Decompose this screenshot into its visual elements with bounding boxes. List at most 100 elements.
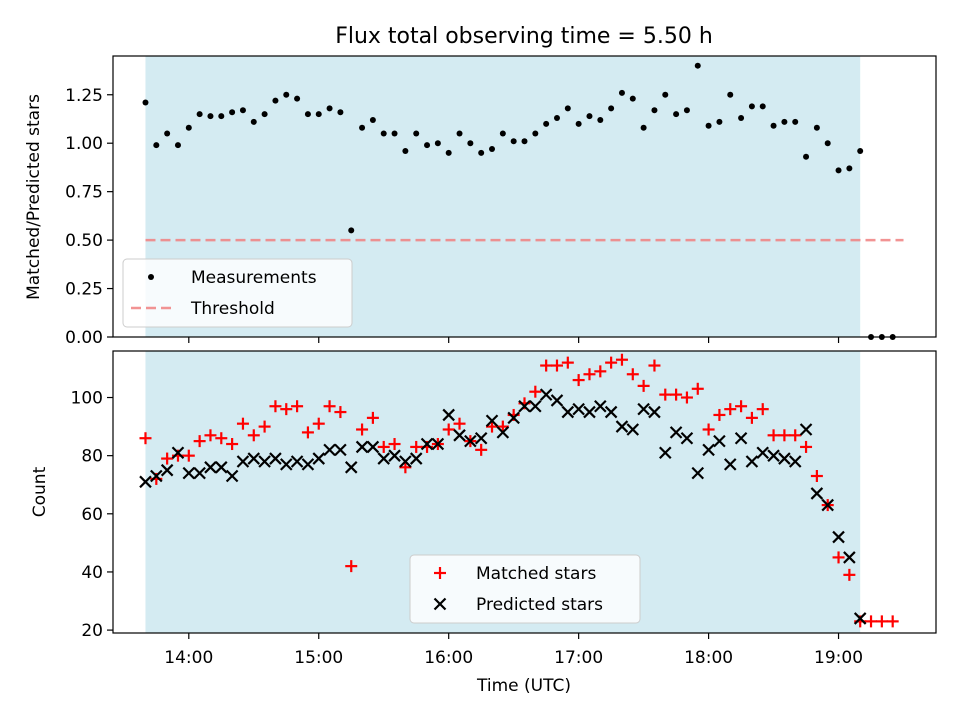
predicted-point xyxy=(312,452,326,465)
matched-point xyxy=(377,440,390,453)
matched-point xyxy=(767,429,780,442)
cross-stroke-b xyxy=(594,399,607,413)
predicted-point xyxy=(204,461,217,474)
matched-point xyxy=(605,356,618,369)
cross-stroke-b xyxy=(507,411,520,425)
measurement-point xyxy=(521,138,528,145)
legend-measurements-marker xyxy=(148,274,154,280)
predicted-point xyxy=(193,466,206,480)
measurement-point xyxy=(153,142,160,149)
matched-point xyxy=(475,443,488,456)
matched-point xyxy=(691,382,704,395)
cross-stroke-b xyxy=(745,455,759,468)
predicted-point xyxy=(442,408,455,422)
matched-point xyxy=(810,470,823,483)
predicted-point xyxy=(366,440,380,454)
measurement-point xyxy=(792,118,799,125)
predicted-point xyxy=(258,455,271,468)
cross-stroke-b xyxy=(290,455,304,468)
measurement-point xyxy=(380,130,387,137)
cross-stroke-b xyxy=(669,426,683,439)
legend-cross xyxy=(433,597,447,611)
matched-point xyxy=(182,449,195,462)
predicted-point xyxy=(247,452,261,465)
predicted-point xyxy=(236,455,250,468)
cross-stroke-b xyxy=(377,452,391,465)
cross-stroke-b xyxy=(323,443,336,457)
cross-stroke-b xyxy=(648,405,661,419)
predicted-point xyxy=(788,455,802,468)
measurement-point xyxy=(239,107,246,114)
measurement-point xyxy=(348,227,355,234)
predicted-point xyxy=(702,443,715,457)
measurement-point xyxy=(770,122,777,129)
measurement-point xyxy=(326,105,333,112)
cross-stroke-b xyxy=(853,612,867,625)
measurement-point xyxy=(510,138,517,145)
predicted-point xyxy=(561,405,575,419)
predicted-point xyxy=(507,411,520,425)
cross-stroke-b xyxy=(150,469,163,483)
measurement-point xyxy=(738,115,745,122)
cross-stroke-b xyxy=(518,399,531,413)
cross-stroke-b xyxy=(399,455,412,468)
cross-stroke-b xyxy=(474,431,488,445)
top-y-tick-label: 0.50 xyxy=(65,231,103,251)
matched-point xyxy=(247,429,260,442)
predicted-point xyxy=(604,405,618,419)
bottom-panel: 20 40 60 80 100 14:00 15:00 16:00 17:00 18:00 19:… xyxy=(30,350,937,696)
predicted-point xyxy=(182,466,196,480)
measurement-point xyxy=(467,140,474,147)
predicted-point xyxy=(637,402,650,416)
predicted-point xyxy=(810,487,824,500)
bottom-x-tick-label: 17:00 xyxy=(554,648,603,668)
matched-point xyxy=(236,417,249,430)
predicted-point xyxy=(496,426,510,439)
matched-point xyxy=(637,379,650,392)
predicted-point xyxy=(355,440,369,454)
predicted-point xyxy=(453,429,466,442)
measurement-point xyxy=(813,124,820,131)
matched-point xyxy=(540,359,553,372)
predicted-point xyxy=(431,437,445,451)
measurement-point xyxy=(391,130,398,137)
matched-point xyxy=(291,400,304,413)
measurement-point xyxy=(694,62,701,69)
cross-stroke-b xyxy=(550,394,564,407)
top-y-axis: 0.00 0.25 0.50 0.75 1.00 1.25 xyxy=(65,86,113,348)
bottom-y-tick-label: 60 xyxy=(81,505,103,525)
measurement-point xyxy=(586,113,593,120)
matched-point xyxy=(486,420,499,433)
measurement-point xyxy=(543,120,550,127)
matched-point xyxy=(789,429,802,442)
cross-stroke-b xyxy=(615,420,629,433)
predicted-point xyxy=(420,437,434,451)
measurement-point xyxy=(229,109,236,116)
matched-point xyxy=(572,374,585,387)
predicted-point xyxy=(399,455,412,468)
measurement-point xyxy=(651,107,658,114)
cross-stroke-b xyxy=(160,463,174,477)
predicted-point xyxy=(691,466,705,480)
measurement-point xyxy=(434,140,441,147)
predicted-point xyxy=(723,458,737,471)
top-y-tick-label: 0.75 xyxy=(65,183,103,203)
cross-stroke-b xyxy=(279,458,293,471)
cross-stroke-b xyxy=(713,434,726,448)
predicted-point xyxy=(334,443,347,457)
matched-point xyxy=(193,435,206,448)
matched-point xyxy=(680,391,693,404)
matched-point xyxy=(226,438,239,451)
predicted-point xyxy=(529,399,542,413)
predicted-point xyxy=(474,431,488,445)
predicted-point xyxy=(269,452,282,465)
measurement-point xyxy=(207,113,214,120)
predicted-point xyxy=(734,431,748,445)
cross-stroke-b xyxy=(409,452,423,465)
measurement-point xyxy=(835,167,842,174)
legend-measurements-label: Measurements xyxy=(191,268,317,288)
legend-matched-label: Matched stars xyxy=(476,564,596,584)
cross-stroke-b xyxy=(778,452,791,465)
measurement-point xyxy=(629,95,636,102)
